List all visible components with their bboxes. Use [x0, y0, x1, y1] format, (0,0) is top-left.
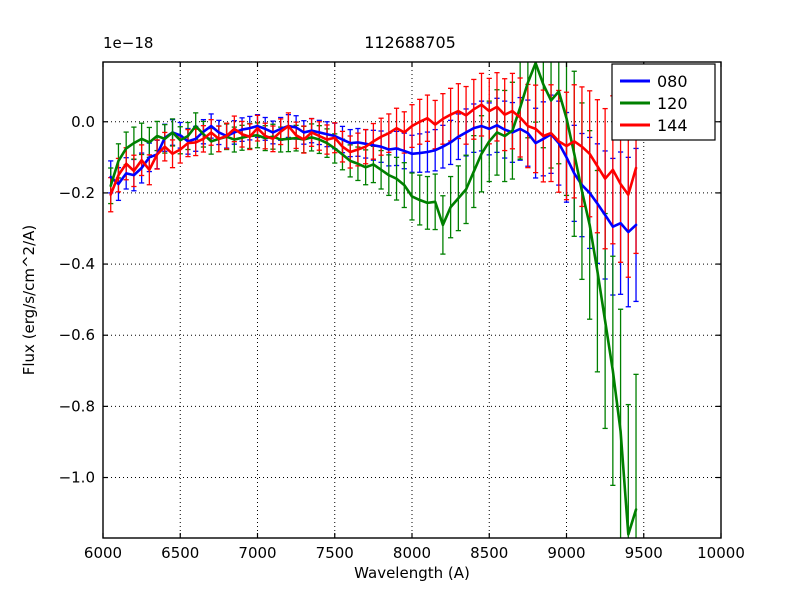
legend[interactable]: 080 120 144 [611, 63, 716, 141]
x-tick-label: 6000 [84, 544, 122, 562]
series-line-144 [109, 103, 638, 196]
x-tick-label: 6500 [161, 544, 199, 562]
page-title: 112688705 [364, 33, 456, 52]
y-axis-label: Flux (erg/s/cm^2/A) [20, 225, 38, 376]
legend-entry-120[interactable]: 120 [620, 94, 688, 113]
y-tick-label: −1.0 [59, 469, 95, 487]
data-series-layer [108, 62, 639, 538]
x-tick-label: 7000 [238, 544, 276, 562]
legend-label: 080 [657, 72, 688, 91]
legend-entry-144[interactable]: 144 [620, 116, 688, 135]
tick-marks-and-labels: 6000 6500 7000 7500 8000 8500 9000 9500 10000 0.0… [59, 62, 745, 562]
x-tick-label: 8000 [393, 544, 431, 562]
y-tick-label: 0.0 [71, 113, 95, 131]
legend-entry-080[interactable]: 080 [620, 72, 688, 91]
x-tick-label: 9500 [625, 544, 663, 562]
x-tick-label: 10000 [697, 544, 745, 562]
x-tick-label: 7500 [316, 544, 354, 562]
x-tick-label: 9000 [547, 544, 585, 562]
y-axis-offset-label: 1e−18 [103, 34, 153, 52]
y-tick-label: −0.6 [59, 326, 95, 344]
legend-label: 144 [657, 116, 688, 135]
series-line-080 [109, 124, 638, 234]
y-tick-label: −0.4 [59, 255, 95, 273]
x-tick-label: 8500 [470, 544, 508, 562]
x-axis-label: Wavelength (A) [354, 564, 470, 582]
series-line-120 [109, 62, 638, 536]
y-tick-label: −0.2 [59, 184, 95, 202]
y-tick-label: −0.8 [59, 397, 95, 415]
legend-label: 120 [657, 94, 688, 113]
